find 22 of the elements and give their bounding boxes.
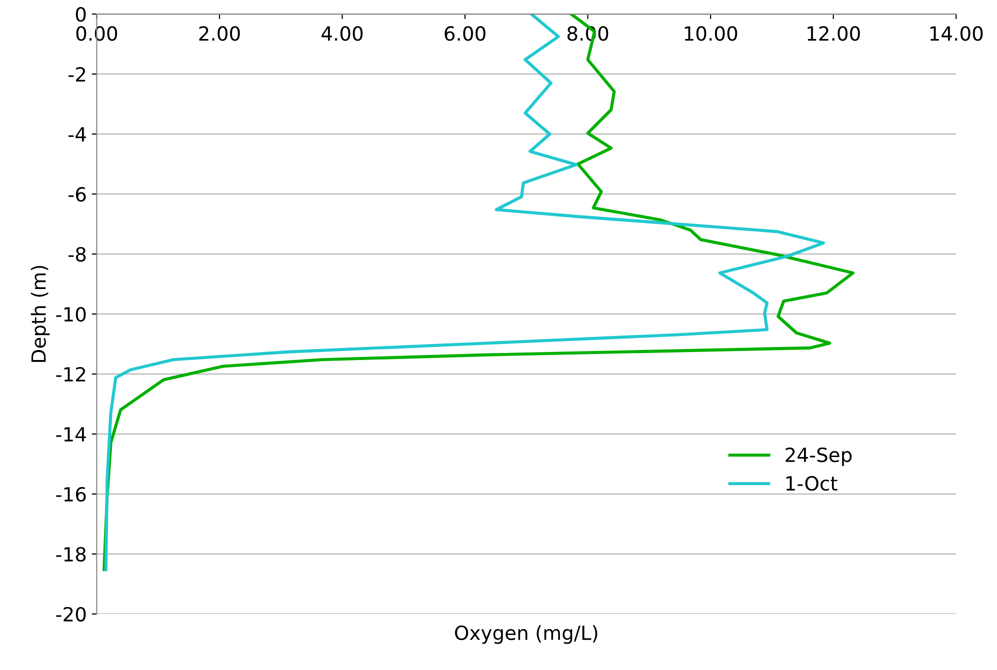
x-tick-label: 6.00: [444, 26, 486, 41]
y-tick-label: -8: [68, 246, 86, 262]
x-tick-label: 10.00: [684, 26, 738, 41]
y-tick-label: -20: [56, 606, 86, 622]
y-tick-label: -2: [68, 67, 86, 82]
y-tick-label: -14: [56, 427, 86, 442]
y-tick-label: -4: [68, 127, 86, 142]
x-tick-label: 14.00: [930, 26, 983, 41]
legend-label: 24-Sep: [786, 447, 852, 466]
x-axis-title: Oxygen (mg/L): [455, 625, 598, 644]
y-tick-label: 0: [76, 7, 86, 22]
y-tick-label: -10: [56, 306, 86, 322]
legend-label: 1-Oct: [786, 476, 838, 491]
y-tick-label: -12: [56, 366, 86, 382]
x-tick-label: 12.00: [808, 26, 860, 41]
x-tick-label: 2.00: [199, 26, 240, 41]
y-tick-label: -6: [68, 187, 86, 202]
y-axis-title: Depth (m): [30, 266, 50, 362]
x-tick-label: 4.00: [322, 26, 363, 41]
y-tick-label: -18: [56, 546, 86, 562]
x-tick-label: 0.00: [76, 26, 118, 41]
y-tick-label: -16: [56, 486, 86, 502]
